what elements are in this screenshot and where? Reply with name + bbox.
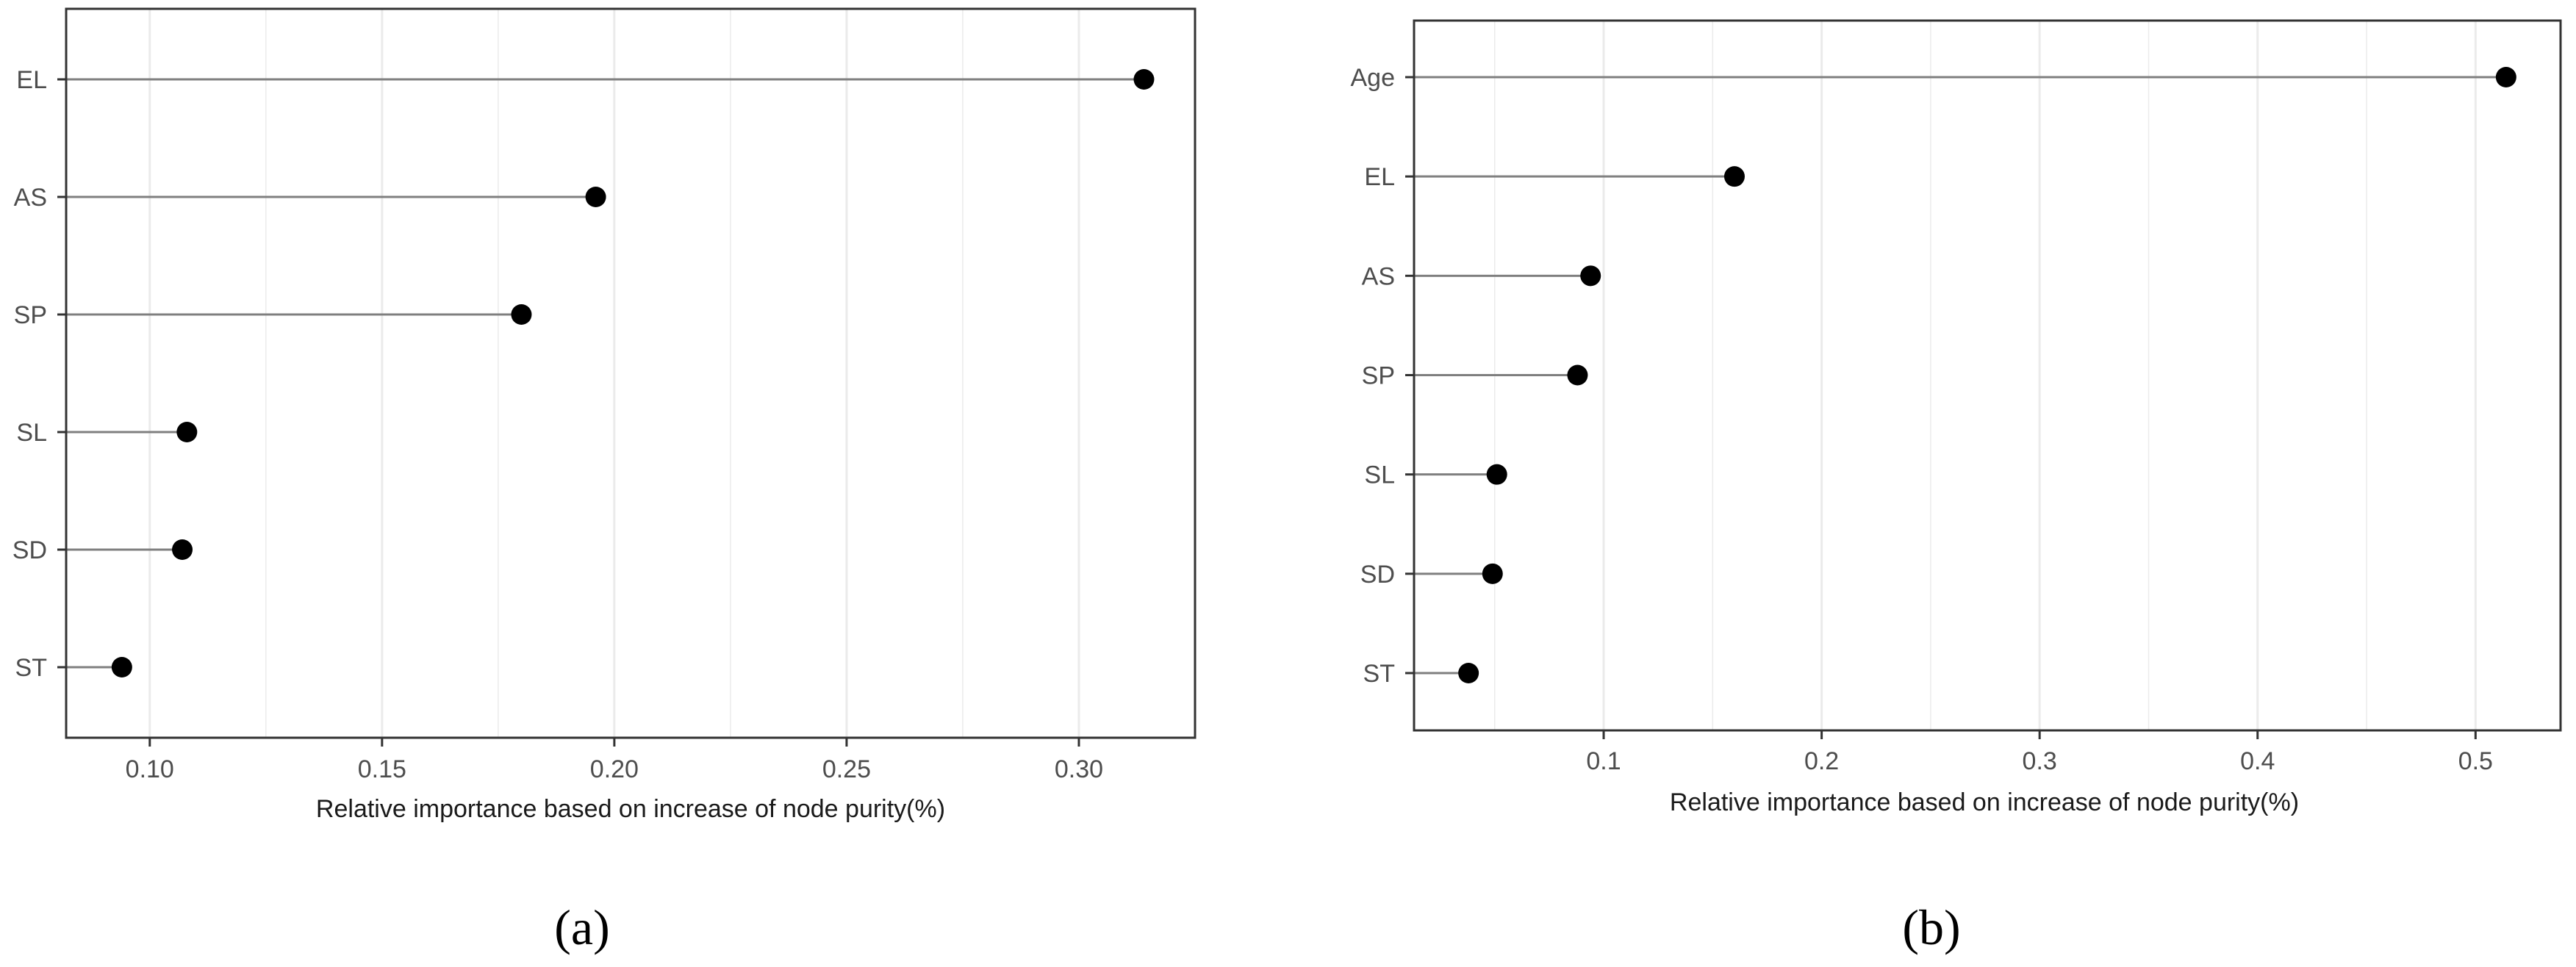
x-tick-label: 0.3 xyxy=(2023,747,2057,775)
x-tick-label: 0.10 xyxy=(126,755,174,783)
x-tick-label: 0.25 xyxy=(822,755,871,783)
panel-a-points xyxy=(111,69,1155,677)
point-as xyxy=(585,187,606,207)
point-age xyxy=(2495,67,2516,87)
point-as xyxy=(1580,265,1601,287)
point-st xyxy=(111,657,132,677)
y-tick-label-as: AS xyxy=(14,184,47,212)
point-sd xyxy=(1482,563,1503,584)
y-tick-label-sl: SL xyxy=(1364,461,1395,489)
panel-b-stems xyxy=(1414,76,2506,675)
panel-b-plot-area xyxy=(1414,21,2561,730)
panel-b-caption: (b) xyxy=(1902,899,1960,955)
panel-b-chart: Age EL AS SP SL SD ST 0.1 0.2 0.3 0.4 0.5 Relative… xyxy=(1351,19,2562,816)
point-el xyxy=(1723,166,1745,187)
y-tick-label-age: Age xyxy=(1351,64,1396,92)
panel-b-y-ticks: Age EL AS SP SL SD ST xyxy=(1351,64,1414,688)
y-tick-label-sl: SL xyxy=(16,419,47,447)
y-tick-label-st: ST xyxy=(15,654,47,682)
panel-b-x-ticks: 0.1 0.2 0.3 0.4 0.5 xyxy=(1586,730,2493,775)
y-tick-label-sp: SP xyxy=(14,301,47,329)
x-tick-label: 0.5 xyxy=(2458,747,2493,775)
panel-b-x-axis-label: Relative importance based on increase of… xyxy=(1670,788,2299,816)
panel-a-chart: EL AS SP SL SD ST 0.10 0.15 0.20 0.25 0.30 Relati… xyxy=(12,7,1196,823)
panel-a-caption: (a) xyxy=(554,899,609,955)
panel-a-x-ticks: 0.10 0.15 0.20 0.25 0.30 xyxy=(126,738,1103,783)
point-el xyxy=(1133,69,1155,90)
y-tick-label-sd: SD xyxy=(1360,561,1395,589)
panel-a-stems xyxy=(66,78,1144,669)
y-tick-label-as: AS xyxy=(1362,262,1395,290)
panel-b-points xyxy=(1458,67,2516,683)
y-tick-label-el: EL xyxy=(1364,163,1395,191)
y-tick-label-el: EL xyxy=(16,66,47,94)
point-sl xyxy=(176,422,198,442)
panel-a-frame xyxy=(65,7,1196,739)
point-st xyxy=(1458,663,1479,683)
x-tick-label: 0.30 xyxy=(1055,755,1103,783)
point-sp xyxy=(1567,364,1588,386)
panel-a-plot-area xyxy=(66,9,1195,738)
point-sp xyxy=(511,304,532,325)
point-sd xyxy=(172,539,193,560)
x-tick-label: 0.20 xyxy=(590,755,639,783)
x-tick-label: 0.15 xyxy=(358,755,406,783)
y-tick-label-sd: SD xyxy=(12,536,47,564)
panel-a-x-axis-label: Relative importance based on increase of… xyxy=(316,795,945,823)
panel-b-gridlines xyxy=(1493,21,2477,730)
point-sl xyxy=(1486,464,1507,485)
y-tick-label-st: ST xyxy=(1363,660,1395,688)
x-tick-label: 0.2 xyxy=(1804,747,1839,775)
panel-a-y-ticks: EL AS SP SL SD ST xyxy=(12,66,66,682)
x-tick-label: 0.1 xyxy=(1586,747,1621,775)
x-tick-label: 0.4 xyxy=(2240,747,2275,775)
y-tick-label-sp: SP xyxy=(1362,362,1395,390)
